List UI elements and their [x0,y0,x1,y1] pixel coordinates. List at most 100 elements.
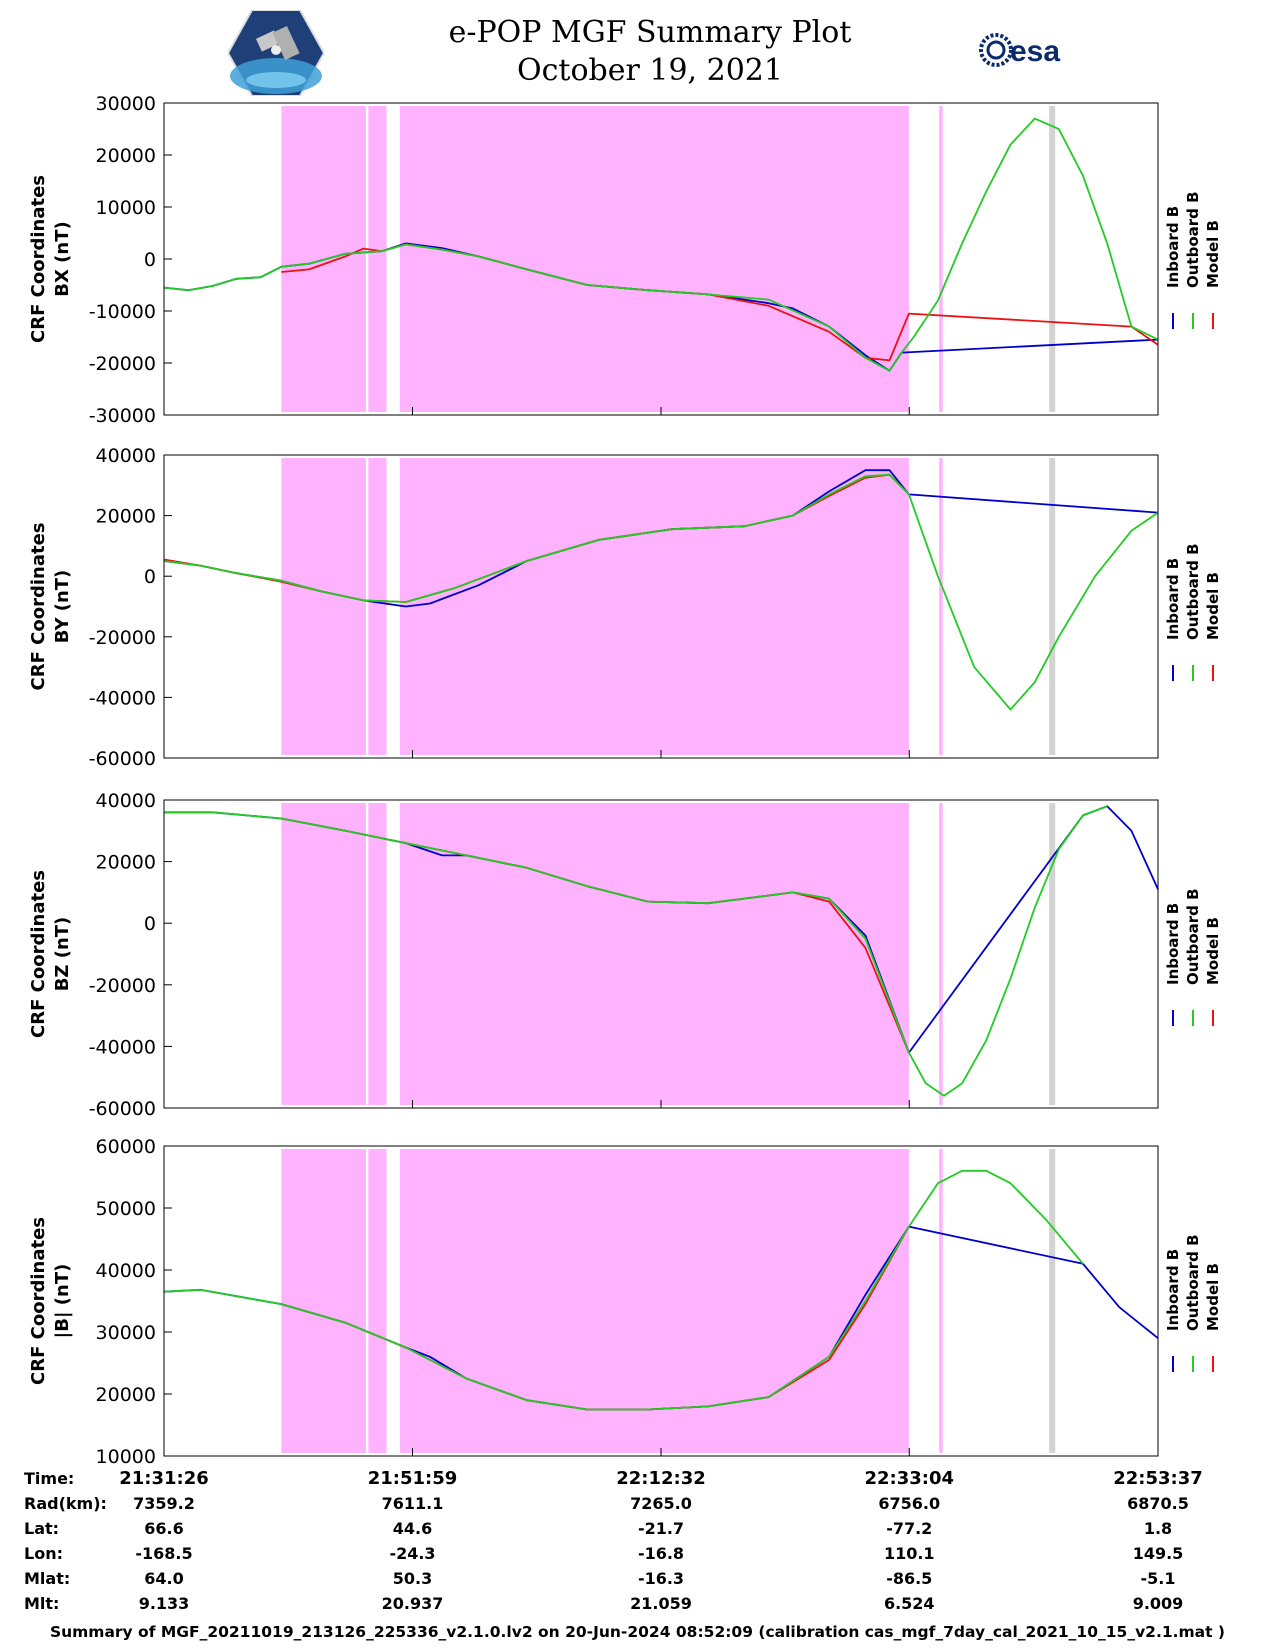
table-cell: 1.8 [1144,1519,1172,1538]
y-tick-label: -40000 [89,687,156,709]
y-axis-label: CRF Coordinates BX (nT) [28,175,73,343]
y-tick-label: -30000 [89,405,156,427]
row-label: Time: [24,1469,74,1488]
y-tick-label: 50000 [96,1198,156,1220]
shaded-interval [939,458,943,755]
legend-label-inboard-b: Inboard B [1164,558,1182,640]
y-tick-label: 40000 [96,790,156,812]
y-axis-label: CRF Coordinates BZ (nT) [28,870,73,1038]
y-tick-label: -40000 [89,1036,156,1058]
panel-2: 40000 20000 0 -20000 -40000 -60000 CRF Coordin… [28,445,1222,770]
shaded-interval [281,803,366,1105]
series-line-outboard-b [163,473,1159,711]
table-cell: 110.1 [884,1544,935,1563]
series-line-outboard-b [164,805,1108,1097]
legend-label-outboard-b: Outboard B [1184,888,1202,985]
table-cell: -16.8 [638,1544,684,1563]
plot-title: e-POP MGF Summary Plot October 19, 2021 [350,14,950,90]
table-cell: 149.5 [1133,1544,1184,1563]
y-tick-label: 20000 [96,145,156,167]
panels: 30000 20000 10000 0 -10000 -20000 -30000 CRF Co… [28,93,1222,1468]
table-cell: 50.3 [393,1569,432,1588]
panel-3: 40000 20000 0 -20000 -40000 -60000 CRF Coordin… [28,790,1222,1120]
table-cell: 20.937 [382,1594,444,1613]
y-tick-label: -20000 [89,975,156,997]
shaded-interval [939,106,943,412]
table-cell: 9.133 [139,1594,190,1613]
x-tick-label: 21:31:26 [119,1468,209,1489]
y-tick-label: -20000 [89,353,156,375]
row-label: Mlat: [24,1569,70,1588]
table-cell: 64.0 [144,1569,183,1588]
x-tick-label: 21:51:59 [368,1468,458,1489]
legend: Inboard B Outboard B Model B [1164,543,1222,681]
y-tick-label: 0 [144,566,156,588]
y-tick-label: 20000 [96,506,156,528]
footer-caption: Summary of MGF_20211019_213126_225336_v2… [49,1623,1226,1641]
gray-interval [1049,458,1056,755]
table-cell: -24.3 [389,1544,435,1563]
row-label: Lat: [24,1519,59,1538]
y-tick-label: 0 [144,249,156,271]
shaded-interval [368,803,387,1105]
legend-label-inboard-b: Inboard B [1164,903,1182,985]
legend-label-outboard-b: Outboard B [1184,1234,1202,1331]
shaded-interval [368,106,387,412]
gray-interval [1049,106,1056,412]
time-table: Time: Rad(km): Lat: Lon: Mlat: Mlt: 21:31:26 73… [24,1468,1203,1613]
shaded-interval [281,458,366,755]
y-tick-label: 20000 [96,852,156,874]
shaded-interval [368,458,387,755]
x-tick-label: 22:12:32 [616,1468,706,1489]
shaded-interval [399,106,909,412]
y-tick-label: 30000 [96,93,156,115]
legend: Inboard B Outboard B Model B [1164,1234,1222,1372]
esa-logo-text: esa [1010,35,1060,68]
legend-label-inboard-b: Inboard B [1164,1249,1182,1331]
title-line-2: October 19, 2021 [517,53,783,88]
table-cell: 7611.1 [382,1494,444,1513]
legend-label-outboard-b: Outboard B [1184,191,1202,288]
legend-label-model-b: Model B [1204,1263,1222,1331]
table-cell: 6756.0 [878,1494,940,1513]
y-tick-label: -60000 [89,1098,156,1120]
table-cell: -5.1 [1141,1569,1176,1588]
y-axis-label: CRF Coordinates BY (nT) [28,523,73,691]
y-tick-label: 60000 [96,1136,156,1158]
legend: Inboard B Outboard B Model B [1164,191,1222,329]
y-tick-label: 40000 [96,445,156,467]
table-cell: 21.059 [630,1594,692,1613]
gray-interval [1049,803,1056,1105]
row-label: Lon: [24,1544,63,1563]
series-line-outboard-b [163,117,1159,372]
y-tick-label: 40000 [96,1260,156,1282]
table-cell: 7265.0 [630,1494,692,1513]
table-cell: -21.7 [638,1519,684,1538]
y-tick-label: -20000 [89,627,156,649]
y-tick-label: -10000 [89,301,156,323]
x-tick-label: 22:33:04 [864,1468,954,1489]
table-cell: 44.6 [393,1519,432,1538]
shaded-interval [939,803,943,1105]
shaded-interval [399,1149,909,1453]
y-tick-label: 0 [144,913,156,935]
panel-1: 30000 20000 10000 0 -10000 -20000 -30000 CRF Co… [28,93,1222,427]
shaded-interval [939,1149,943,1453]
legend-label-outboard-b: Outboard B [1184,543,1202,640]
shaded-interval [399,803,909,1105]
y-axis-label: CRF Coordinates |B| (nT) [28,1217,73,1385]
shaded-interval [368,1149,387,1453]
legend-label-model-b: Model B [1204,917,1222,985]
x-tick-label: 22:53:37 [1113,1468,1203,1489]
row-label: Rad(km): [24,1494,107,1513]
y-tick-label: -60000 [89,748,156,770]
table-cell: 66.6 [144,1519,183,1538]
table-cell: -168.5 [135,1544,192,1563]
table-cell: -86.5 [886,1569,932,1588]
y-tick-label: 10000 [96,197,156,219]
y-tick-label: 30000 [96,1322,156,1344]
table-cell: 6870.5 [1127,1494,1189,1513]
y-tick-label: 20000 [96,1384,156,1406]
series-line-outboard-b [163,1169,1084,1411]
